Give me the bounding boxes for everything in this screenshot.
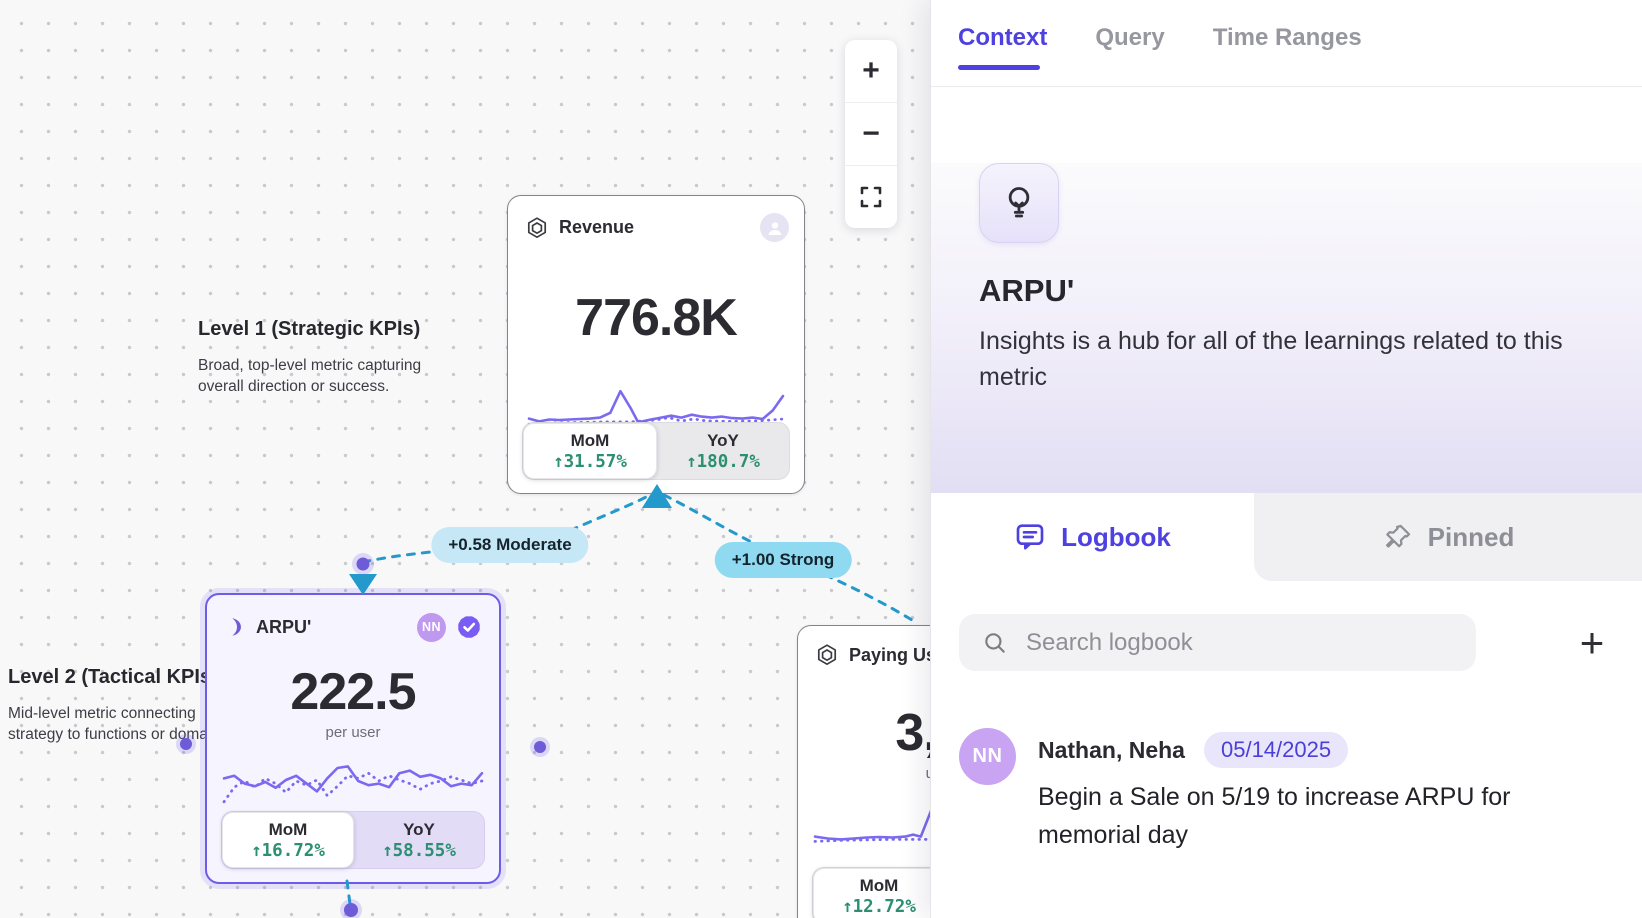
annotation-level-1: Level 1 (Strategic KPIs) Broad, top-leve… <box>198 318 434 397</box>
metric-value: 776.8K <box>575 289 738 347</box>
card-title: ARPU' <box>256 616 312 637</box>
search-input[interactable] <box>1024 627 1408 658</box>
arrowhead-into-arpu <box>349 574 377 595</box>
logbook-comment-icon <box>1016 524 1044 550</box>
tab-logbook[interactable]: Logbook <box>931 493 1254 581</box>
entry-author: Nathan, Neha <box>1038 736 1185 763</box>
metric-card-arpu[interactable]: ARPU' NN 222.5 per user <box>205 593 501 884</box>
insight-icon-box <box>979 163 1059 243</box>
metric-context-header: ARPU' Insights is a hub for all of the l… <box>931 163 1642 493</box>
search-box[interactable] <box>959 614 1476 671</box>
entry-date-badge: 05/14/2025 <box>1203 732 1349 768</box>
zoom-out-button[interactable]: − <box>845 102 897 165</box>
mom-value: ↑12.72% <box>842 896 916 917</box>
user-avatar-icon <box>760 213 789 242</box>
connection-handle <box>356 557 370 571</box>
logbook-label: Logbook <box>1061 521 1171 552</box>
logbook-entries: NN Nathan, Neha 05/14/2025 Begin a Sale … <box>931 728 1642 854</box>
mom-label: MoM <box>859 875 899 895</box>
tab-context[interactable]: Context <box>958 24 1047 86</box>
edge-arpu-down-stub <box>345 879 352 906</box>
mom-label: MoM <box>570 430 610 450</box>
zoom-in-button[interactable]: + <box>862 54 880 87</box>
annotation-level-2: Level 2 (Tactical KPIs) Mid-level metric… <box>8 666 244 745</box>
hexagon-badge-icon <box>817 644 837 666</box>
verified-check-badge-icon <box>458 616 480 638</box>
entry-body: Nathan, Neha 05/14/2025 Begin a Sale on … <box>1038 728 1533 854</box>
yoy-label: YoY <box>707 430 739 450</box>
fullscreen-icon <box>860 186 882 208</box>
search-icon <box>985 632 1005 653</box>
card-header: Revenue <box>508 196 804 242</box>
mom-value: ↑31.57% <box>553 451 627 472</box>
card-title: Revenue <box>559 217 635 237</box>
connection-handle-halo <box>530 737 550 757</box>
mom-toggle[interactable]: MoM ↑12.72% <box>813 868 945 918</box>
connection-handle-halo <box>352 553 374 575</box>
tab-time-ranges[interactable]: Time Ranges <box>1212 24 1362 51</box>
yoy-value: ↑180.7% <box>686 451 760 472</box>
log-entry[interactable]: NN Nathan, Neha 05/14/2025 Begin a Sale … <box>959 728 1615 854</box>
context-panel: Context Query Time Ranges ARPU' Insights… <box>930 0 1642 918</box>
annotation-description: Broad, top-level metric capturing overal… <box>198 357 422 395</box>
mom-toggle[interactable]: MoM ↑16.72% <box>222 812 354 868</box>
connection-handle <box>344 903 358 917</box>
fit-view-button[interactable] <box>845 165 897 228</box>
canvas-zoom-toolbar: + − <box>845 40 897 228</box>
metric-name: ARPU' <box>979 273 1075 308</box>
annotation-title: Level 2 (Tactical KPIs) <box>8 666 218 688</box>
mom-label: MoM <box>268 819 308 839</box>
metric-card-revenue[interactable]: Revenue 776.8K MoM ↑31.57% YoY ↑180.7% <box>507 195 805 494</box>
metric-unit: per user <box>325 724 381 741</box>
connection-handle-halo <box>340 899 362 918</box>
yoy-label: YoY <box>403 819 435 839</box>
period-toggle: MoM ↑16.72% YoY ↑58.55% <box>221 811 485 869</box>
mom-toggle[interactable]: MoM ↑31.57% <box>523 423 657 479</box>
owner-avatar: NN <box>417 612 446 642</box>
logbook-toolbar: + <box>931 614 1642 671</box>
metric-description: Insights is a hub for all of the learnin… <box>979 327 1563 391</box>
logbook-pinned-tabs: Logbook Pinned <box>931 493 1642 581</box>
entry-text: Begin a Sale on 5/19 to increase ARPU fo… <box>1038 783 1511 849</box>
panel-tabs: Context Query Time Ranges <box>931 0 1642 87</box>
hexagon-badge-icon <box>527 216 547 238</box>
tab-pinned[interactable]: Pinned <box>1254 493 1642 581</box>
mom-value: ↑16.72% <box>251 840 325 861</box>
connection-handle <box>534 741 546 753</box>
entry-avatar: NN <box>959 728 1016 785</box>
yoy-toggle[interactable]: YoY ↑180.7% <box>657 423 789 479</box>
crescent-moon-icon <box>232 618 241 636</box>
sparkline-chart <box>222 765 484 804</box>
pinned-label: Pinned <box>1427 521 1515 552</box>
yoy-toggle[interactable]: YoY ↑58.55% <box>354 812 484 868</box>
edge-label-moderate: +0.58 Moderate <box>431 527 589 563</box>
edge-label-strong: +1.00 Strong <box>714 542 852 578</box>
add-log-entry-button[interactable]: + <box>1579 618 1605 666</box>
yoy-value: ↑58.55% <box>382 840 456 861</box>
card-header: ARPU' NN <box>207 595 499 642</box>
period-toggle: MoM ↑31.57% YoY ↑180.7% <box>522 422 790 480</box>
lightbulb-icon <box>1008 187 1030 218</box>
metric-value: 222.5 <box>290 663 416 721</box>
annotation-description: Mid-level metric connecting strategy to … <box>8 705 233 743</box>
tab-query[interactable]: Query <box>1095 24 1165 51</box>
pushpin-icon <box>1385 524 1410 548</box>
annotation-title: Level 1 (Strategic KPIs) <box>198 318 421 340</box>
